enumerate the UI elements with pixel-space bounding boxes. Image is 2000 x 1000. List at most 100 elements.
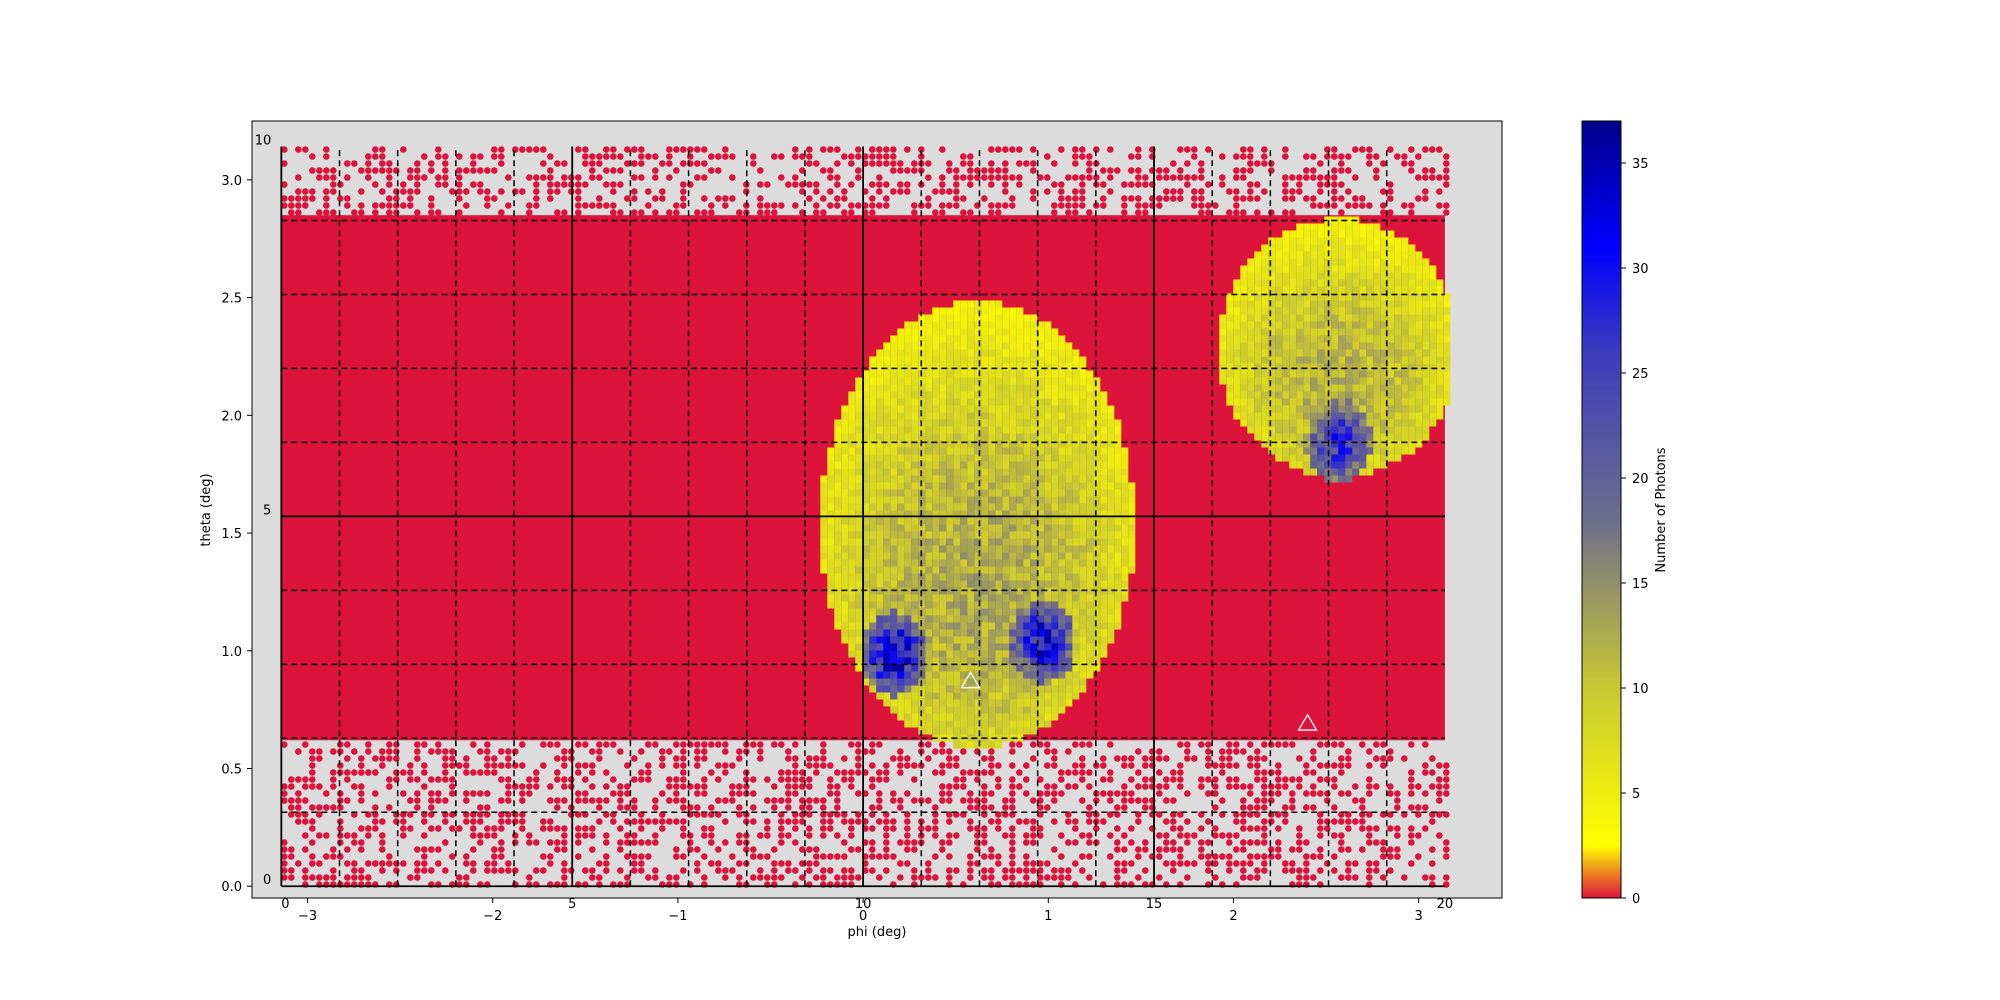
heat-dot	[708, 769, 715, 776]
heat-cell	[1296, 272, 1304, 280]
heat-cell	[1331, 251, 1339, 259]
heat-cell	[1030, 335, 1038, 343]
heat-cell	[1331, 265, 1339, 273]
heat-dot	[953, 181, 960, 188]
heat-dot	[1114, 804, 1121, 811]
heat-dot	[316, 755, 323, 762]
heat-cell	[876, 531, 884, 539]
heat-cell	[1023, 552, 1031, 560]
heat-dot	[526, 146, 533, 153]
heat-cell	[1037, 356, 1045, 364]
heat-cell	[1016, 629, 1024, 637]
heat-cell	[1338, 419, 1346, 427]
heat-dot	[1345, 818, 1352, 825]
heat-cell	[1065, 699, 1073, 707]
heat-cell	[1268, 391, 1276, 399]
heat-cell	[1415, 363, 1423, 371]
heat-cell	[974, 342, 982, 350]
heat-cell	[1310, 244, 1318, 252]
heat-cell	[1030, 622, 1038, 630]
heat-cell	[1310, 342, 1318, 350]
heat-dot	[435, 776, 442, 783]
heat-cell	[1296, 391, 1304, 399]
heat-cell	[1051, 384, 1059, 392]
heat-cell	[1114, 475, 1122, 483]
heat-cell	[1065, 468, 1073, 476]
heat-cell	[1023, 713, 1031, 721]
heat-dot	[323, 209, 330, 216]
heat-cell	[1107, 405, 1115, 413]
heat-dot	[1023, 160, 1030, 167]
heat-cell	[1030, 713, 1038, 721]
heat-cell	[1114, 433, 1122, 441]
heat-dot	[1226, 188, 1233, 195]
heat-cell	[855, 573, 863, 581]
heat-cell	[1065, 566, 1073, 574]
heat-cell	[862, 629, 870, 637]
heat-cell	[904, 692, 912, 700]
heat-dot	[1324, 790, 1331, 797]
heat-cell	[946, 433, 954, 441]
heat-dot	[792, 776, 799, 783]
heat-cell	[1065, 608, 1073, 616]
heat-dot	[589, 167, 596, 174]
heat-dot	[428, 167, 435, 174]
heat-cell	[1422, 321, 1430, 329]
heat-cell	[1289, 237, 1297, 245]
heat-cell	[953, 559, 961, 567]
heat-cell	[946, 440, 954, 448]
heat-cell	[904, 594, 912, 602]
heat-cell	[1016, 496, 1024, 504]
heat-cell	[1058, 615, 1066, 623]
heat-dot	[1044, 741, 1051, 748]
heat-cell	[1359, 433, 1367, 441]
heat-cell	[1114, 573, 1122, 581]
heat-cell	[1254, 300, 1262, 308]
heat-cell	[1394, 391, 1402, 399]
heat-dot	[876, 769, 883, 776]
heat-cell	[1331, 475, 1339, 483]
heat-dot	[883, 825, 890, 832]
heat-cell	[1268, 300, 1276, 308]
heat-cell	[1037, 685, 1045, 693]
heat-cell	[1100, 454, 1108, 462]
heat-cell	[1359, 223, 1367, 231]
heat-cell	[1296, 258, 1304, 266]
heat-cell	[1282, 321, 1290, 329]
heat-cell	[1366, 454, 1374, 462]
heat-cell	[1247, 314, 1255, 322]
heat-cell	[869, 615, 877, 623]
heat-dot	[1107, 174, 1114, 181]
heat-cell	[1310, 223, 1318, 231]
heat-cell	[1261, 307, 1269, 315]
heat-cell	[1058, 468, 1066, 476]
heat-dot	[890, 160, 897, 167]
heat-cell	[974, 314, 982, 322]
heat-cell	[1352, 405, 1360, 413]
heat-cell	[1310, 314, 1318, 322]
heat-cell	[1387, 447, 1395, 455]
heat-cell	[953, 405, 961, 413]
heat-cell	[988, 461, 996, 469]
heat-cell	[1002, 601, 1010, 609]
heat-cell	[855, 510, 863, 518]
heat-dot	[722, 195, 729, 202]
heat-dot	[1030, 818, 1037, 825]
heat-dot	[1163, 195, 1170, 202]
heat-cell	[946, 545, 954, 553]
heat-dot	[358, 797, 365, 804]
heat-cell	[904, 384, 912, 392]
heat-cell	[925, 692, 933, 700]
heat-cell	[1037, 468, 1045, 476]
heat-cell	[1030, 454, 1038, 462]
heat-cell	[1009, 391, 1017, 399]
heat-cell	[1086, 489, 1094, 497]
heat-cell	[946, 370, 954, 378]
heat-cell	[1422, 279, 1430, 287]
heat-dot	[1009, 762, 1016, 769]
heat-dot	[876, 188, 883, 195]
heat-cell	[1128, 538, 1136, 546]
heat-cell	[1422, 356, 1430, 364]
heat-cell	[1044, 538, 1052, 546]
heat-cell	[1037, 475, 1045, 483]
